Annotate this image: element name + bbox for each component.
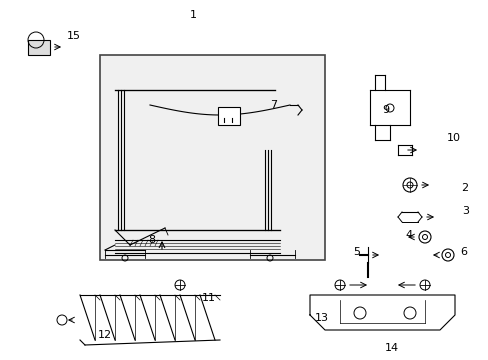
Text: 8: 8	[148, 235, 155, 245]
Bar	[100, 55, 325, 260]
Text: 15: 15	[67, 31, 81, 41]
Text: 7: 7	[269, 100, 277, 110]
Text: 1: 1	[190, 10, 197, 20]
Text: 11: 11	[202, 293, 216, 303]
Text: 5: 5	[352, 247, 359, 257]
Text: 13: 13	[314, 313, 328, 323]
Bar	[28, 40, 50, 55]
Text: 10: 10	[446, 133, 460, 143]
Text: 14: 14	[384, 343, 398, 353]
Text: 6: 6	[459, 247, 466, 257]
Text: 2: 2	[460, 183, 467, 193]
Text: 3: 3	[461, 206, 468, 216]
Text: 4: 4	[404, 230, 411, 240]
Bar	[218, 107, 240, 125]
Text: 12: 12	[98, 330, 112, 340]
Text: 9: 9	[381, 105, 388, 115]
